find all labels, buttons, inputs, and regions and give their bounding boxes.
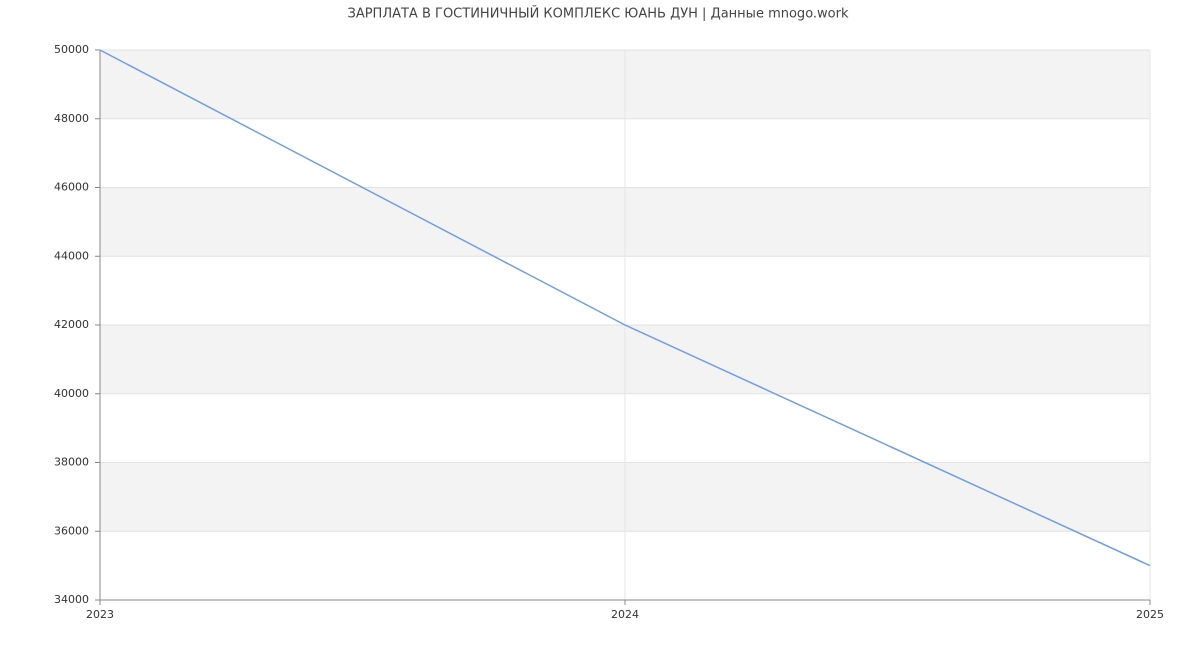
y-tick-label: 50000 [54, 43, 89, 56]
y-tick-label: 38000 [54, 456, 89, 469]
y-tick-label: 44000 [54, 249, 89, 262]
y-tick-label: 40000 [54, 387, 89, 400]
x-tick-label: 2025 [1136, 608, 1164, 621]
x-tick-label: 2023 [86, 608, 114, 621]
x-tick-label: 2024 [611, 608, 639, 621]
chart-title: ЗАРПЛАТА В ГОСТИНИЧНЫЙ КОМПЛЕКС ЮАНЬ ДУН… [347, 6, 848, 22]
data-line [99, 49, 1151, 567]
y-tick-label: 34000 [54, 593, 89, 606]
y-tick-label: 46000 [54, 181, 89, 194]
y-tick-label: 36000 [54, 524, 89, 537]
y-tick-label: 42000 [54, 318, 89, 331]
y-tick-label: 48000 [54, 112, 89, 125]
